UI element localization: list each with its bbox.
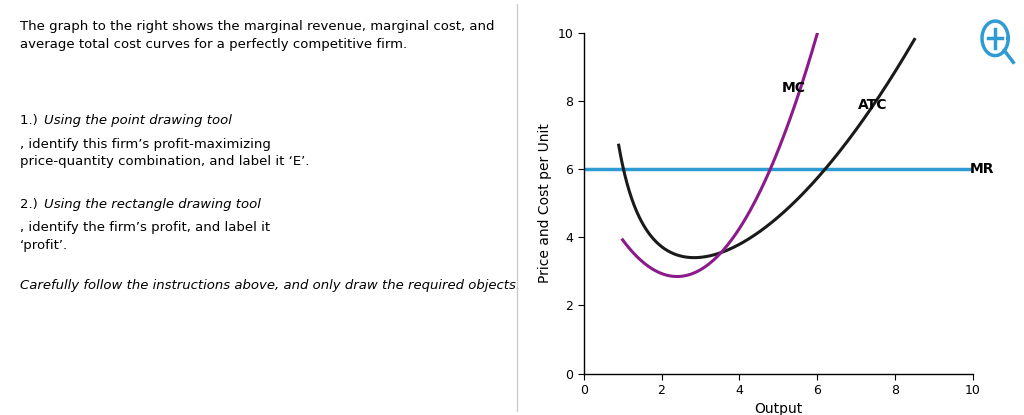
X-axis label: Output: Output — [754, 403, 803, 415]
Y-axis label: Price and Cost per Unit: Price and Cost per Unit — [538, 123, 552, 283]
Text: 1.): 1.) — [20, 114, 42, 127]
Text: Carefully follow the instructions above, and only draw the required objects.: Carefully follow the instructions above,… — [20, 279, 520, 292]
Text: , identify this firm’s profit-maximizing
price-quantity combination, and label i: , identify this firm’s profit-maximizing… — [20, 138, 309, 168]
Text: ATC: ATC — [858, 98, 888, 112]
Text: The graph to the right shows the marginal revenue, marginal cost, and
average to: The graph to the right shows the margina… — [20, 20, 495, 51]
Text: MR: MR — [970, 162, 994, 176]
Text: Using the rectangle drawing tool: Using the rectangle drawing tool — [44, 198, 261, 210]
Text: 2.): 2.) — [20, 198, 42, 210]
Text: Using the point drawing tool: Using the point drawing tool — [44, 114, 231, 127]
Text: , identify the firm’s profit, and label it
‘profit’.: , identify the firm’s profit, and label … — [20, 222, 270, 252]
Text: MC: MC — [782, 81, 806, 95]
